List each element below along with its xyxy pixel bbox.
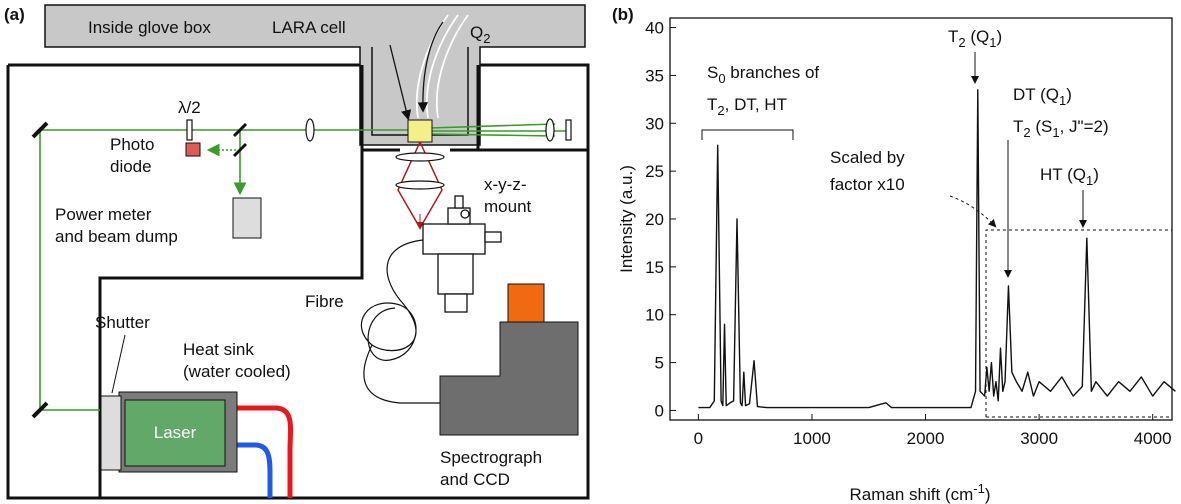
cell-arrow	[389, 44, 412, 121]
mount-label: x-y-z-	[484, 175, 526, 194]
x-tick-label: 3000	[1020, 429, 1058, 448]
ccd	[507, 283, 545, 323]
power-meter-label: Power meter	[55, 205, 152, 224]
retro-mirror	[565, 119, 572, 141]
fibre	[360, 239, 440, 404]
waveplate-label: λ/2	[178, 98, 201, 117]
spectrum-line	[698, 89, 1176, 409]
photodiode-label: diode	[110, 157, 152, 176]
power-meter-label: and beam dump	[55, 227, 178, 246]
lara-cell	[407, 119, 433, 143]
enclosure-walls	[6, 63, 590, 500]
lens	[395, 180, 445, 190]
shutter-pointer	[111, 334, 126, 394]
mount	[422, 195, 502, 313]
y-tick-label: 0	[655, 401, 664, 420]
mirror	[31, 401, 49, 419]
annotation: Scaled by	[830, 148, 905, 167]
mirror	[31, 121, 49, 139]
laser	[124, 399, 226, 467]
setup-diagram: (a) Inside glove box LARA cell Q2 λ/2 Ph…	[4, 4, 590, 500]
mirror	[232, 142, 248, 158]
y-tick-label: 40	[645, 19, 664, 38]
spectrum-chart: (b) 0 1000 2000 3000 4000 0 5 10 15 20 25 30 35 40 Rama…	[612, 5, 1176, 504]
panel-label: (b)	[612, 5, 634, 24]
annotation: factor x10	[830, 175, 905, 194]
lens	[545, 118, 555, 142]
power-meter	[232, 197, 262, 239]
panel-label: (a)	[4, 5, 25, 24]
y-tick-label: 25	[645, 162, 664, 181]
y-axis-label: Intensity (a.u.)	[617, 165, 636, 273]
glove-box-label: Inside glove box	[88, 18, 211, 37]
mount-label: mount	[484, 197, 532, 216]
cooling-pipe	[236, 442, 273, 498]
x-tick-label: 0	[694, 429, 703, 448]
x-tick-label: 4000	[1134, 429, 1172, 448]
x-tick-label: 2000	[907, 429, 945, 448]
cooling-pipe	[236, 405, 294, 498]
gas-arrow	[417, 21, 444, 113]
photodiode-label: Photo	[110, 135, 154, 154]
annotation: T2, DT, HT	[707, 95, 787, 118]
shutter-label: Shutter	[95, 313, 150, 332]
x-tick-label: 1000	[793, 429, 831, 448]
annotation: T2 (S1, J"=2)	[1013, 117, 1109, 140]
annotation: S0 branches of	[707, 63, 819, 86]
heat-sink-label: (water cooled)	[183, 362, 291, 381]
arrow	[949, 195, 997, 228]
spectrograph	[439, 321, 579, 436]
y-tick-label: 10	[645, 306, 664, 325]
annotation: T2 (Q1)	[948, 27, 1002, 50]
y-tick-label: 35	[645, 66, 664, 85]
waveplate	[186, 119, 193, 141]
x-axis-label: Raman shift (cm-1)	[850, 481, 991, 504]
y-tick-label: 30	[645, 114, 664, 133]
photodiode	[185, 142, 201, 157]
y-tick-label: 5	[655, 354, 664, 373]
lens	[305, 118, 315, 142]
y-tick-label: 15	[645, 258, 664, 277]
y-tick-label: 20	[645, 210, 664, 229]
spectrograph-label: Spectrograph	[440, 448, 542, 467]
annotation: DT (Q1)	[1013, 85, 1072, 108]
laser-label: Laser	[154, 423, 197, 442]
spectrograph-label: and CCD	[440, 470, 510, 489]
annotation: HT (Q1)	[1040, 165, 1099, 188]
shutter	[100, 395, 122, 471]
bracket	[701, 129, 794, 140]
lens	[395, 152, 445, 162]
splitter	[232, 122, 248, 138]
fibre-label: Fibre	[305, 292, 344, 311]
gas-label: Q2	[470, 23, 490, 46]
scaled-region	[985, 229, 1172, 418]
heat-sink-label: Heat sink	[183, 340, 254, 359]
cell-label: LARA cell	[272, 18, 346, 37]
